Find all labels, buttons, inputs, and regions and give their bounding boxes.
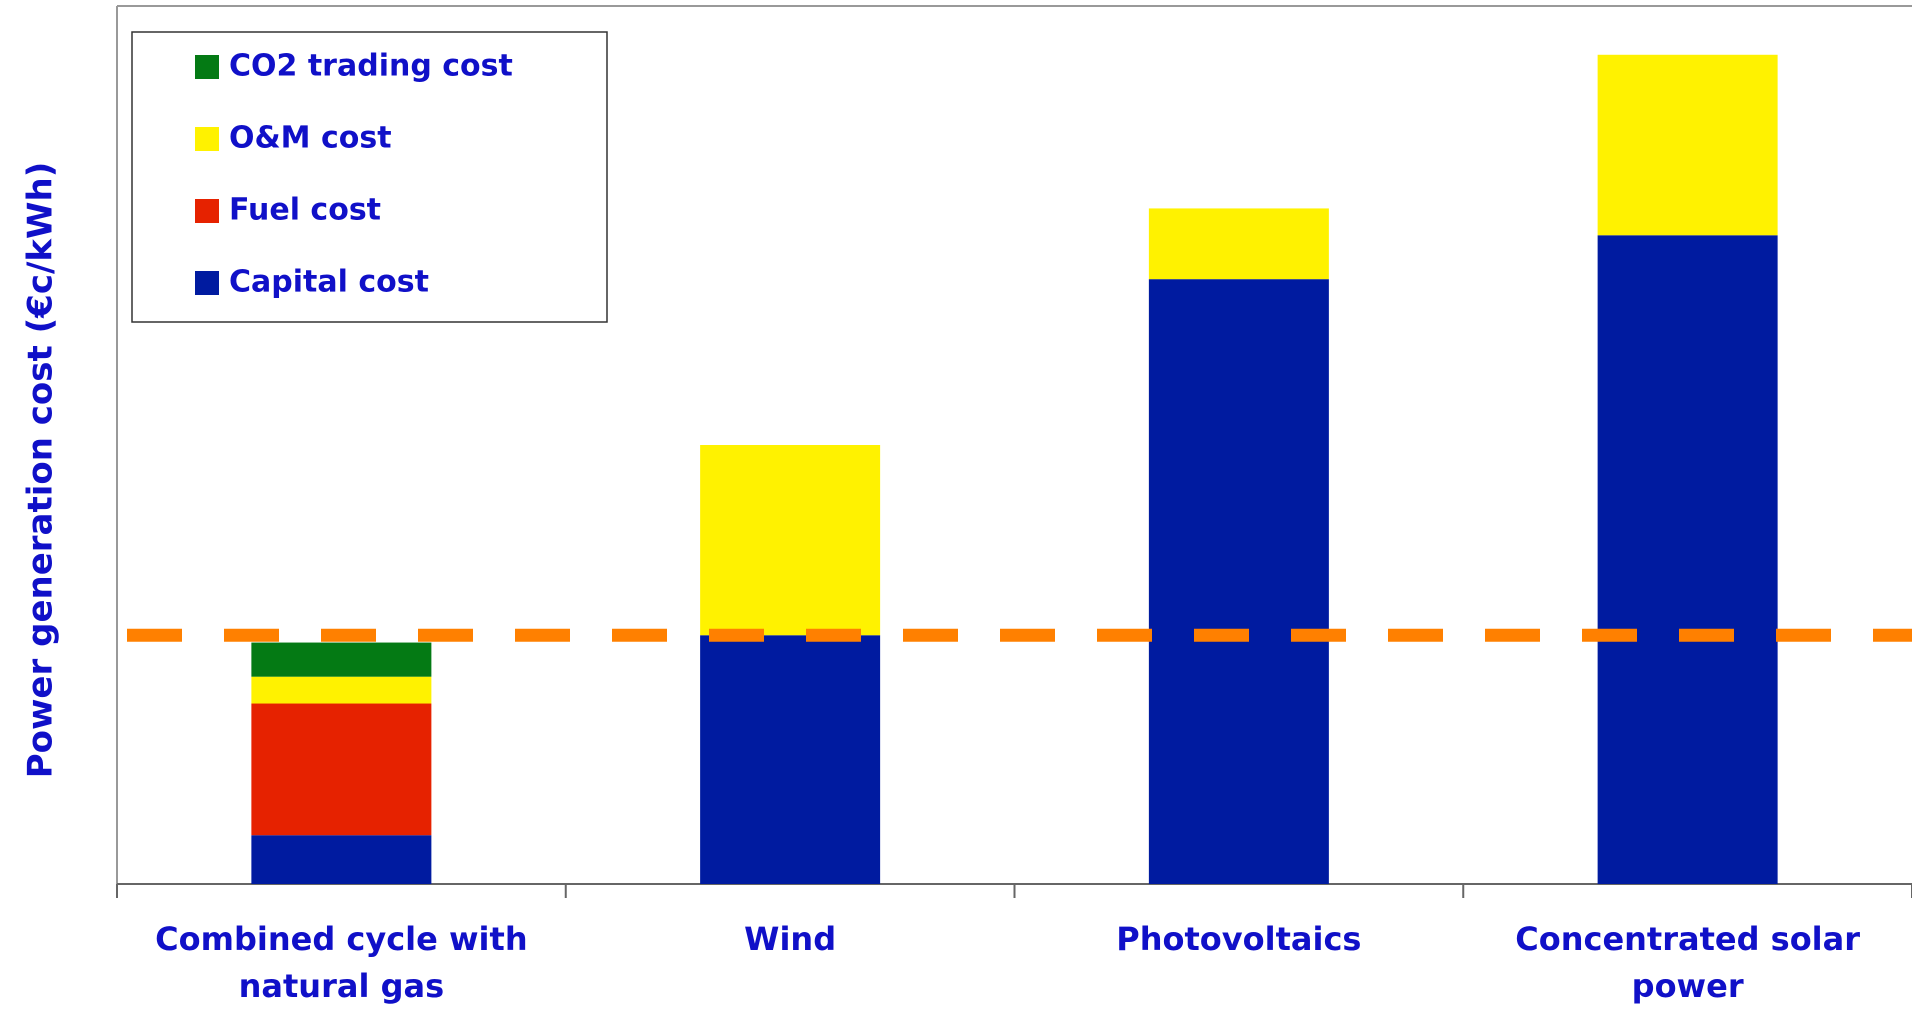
bar-segment	[1148, 208, 1329, 280]
bar-segment	[1148, 279, 1329, 885]
x-tick-label-line: Wind	[744, 920, 836, 958]
bar-segment	[1597, 54, 1778, 236]
legend-swatch	[195, 271, 219, 295]
x-tick-label-line: power	[1632, 967, 1744, 1005]
x-tick-label-line: Combined cycle with	[155, 920, 527, 958]
legend-swatch	[195, 55, 219, 79]
legend-label: O&M cost	[229, 121, 392, 156]
bar-segment	[700, 635, 881, 884]
x-tick-label: Photovoltaics	[1116, 920, 1361, 958]
bar-segment	[251, 703, 432, 836]
bar-segment	[1597, 235, 1778, 884]
x-tick-label: Concentrated solar power	[1515, 920, 1860, 1005]
legend-label: Capital cost	[229, 265, 429, 300]
x-tick-label-line: natural gas	[239, 967, 444, 1005]
legend-label: Fuel cost	[229, 193, 381, 228]
legend-swatch	[195, 127, 219, 151]
legend-swatch	[195, 199, 219, 223]
x-tick-label: Wind	[744, 920, 836, 958]
x-tick-label-line: Photovoltaics	[1116, 920, 1361, 958]
bar-segment	[251, 642, 432, 677]
bar-segment	[700, 445, 881, 636]
bar-segment	[251, 676, 432, 704]
y-axis-label: Power generation cost (€c/kWh)	[21, 162, 61, 779]
x-tick-label-line: Concentrated solar	[1515, 920, 1860, 958]
x-tick-label: Combined cycle with natural gas	[155, 920, 527, 1005]
legend-label: CO2 trading cost	[229, 49, 513, 84]
bar-segment	[251, 835, 432, 884]
